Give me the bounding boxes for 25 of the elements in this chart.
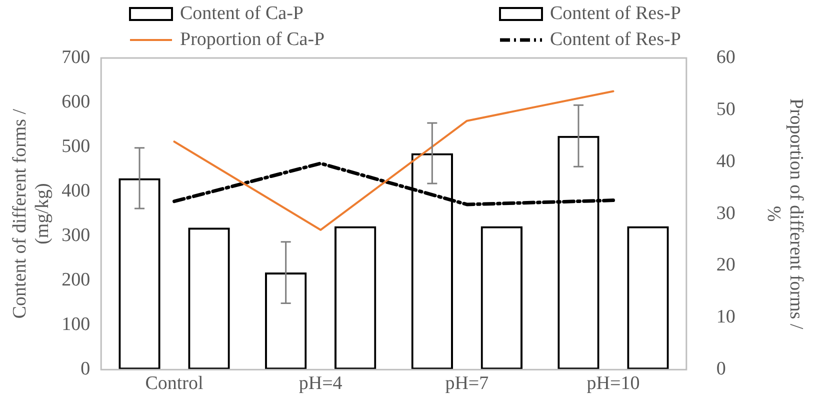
legend-label: Content of Res-P <box>550 28 681 50</box>
y2-tick-label: 0 <box>716 358 726 380</box>
y-tick-label: 400 <box>62 180 90 202</box>
y-tick-label: 100 <box>62 314 90 336</box>
x-tick-label: pH=4 <box>298 372 343 394</box>
y-tick-label: 200 <box>62 270 90 291</box>
y-tick-label: 300 <box>62 225 90 246</box>
y2-tick-label: 50 <box>716 98 736 120</box>
x-tick-label: pH=7 <box>445 372 489 394</box>
y-tick-label: 500 <box>62 136 90 158</box>
y-tick-label: 0 <box>80 358 90 380</box>
y2-tick-label: 20 <box>716 254 736 276</box>
x-tick-label: pH=10 <box>586 372 640 394</box>
y2-tick-label: 30 <box>716 202 736 224</box>
y2-tick-label: 60 <box>716 46 736 68</box>
legend-label: Content of Ca-P <box>180 2 304 24</box>
legend-label: Content of Res-P <box>550 2 681 24</box>
legend-label: Proportion of Ca-P <box>180 28 325 50</box>
y-tick-label: 700 <box>62 46 90 68</box>
y-tick-label: 600 <box>62 92 90 112</box>
y2-tick-label: 40 <box>716 150 736 172</box>
y2-tick-label: 10 <box>716 306 736 328</box>
x-tick-label: Control <box>145 372 204 394</box>
y2-axis-title: Proportion of different forms / % <box>762 98 807 330</box>
y-axis-title: Content of different forms / (mg/kg) <box>9 108 54 319</box>
